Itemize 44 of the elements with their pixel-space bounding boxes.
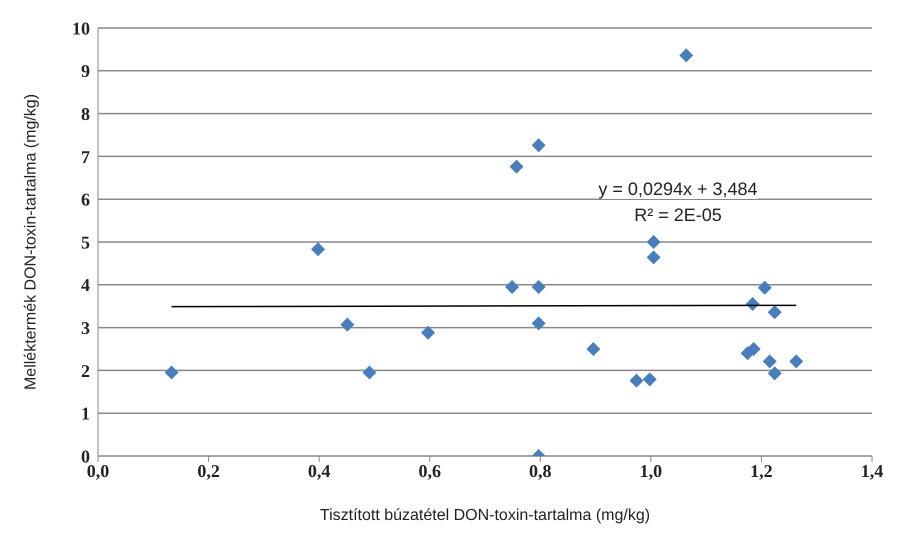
annotation: R² = 2E-05 [634,205,722,225]
y-tick-label: 8 [81,104,90,124]
point [679,48,694,62]
x-tick-label: 0,6 [418,460,441,481]
point [586,342,600,356]
point [421,326,436,340]
point [629,374,644,388]
point [532,316,546,330]
y-tick-label: 4 [81,275,90,296]
point [505,280,520,294]
point [532,138,546,152]
y-tick-label: 10 [72,18,90,38]
point [646,250,661,264]
point [362,366,376,380]
point [762,354,777,368]
annotation: y = 0,0294x + 3,484 [598,179,758,199]
y-tick-label: 9 [81,61,90,82]
x-tick-label: 1,4 [860,460,884,481]
y-tick-label: 3 [81,318,90,338]
point [642,372,657,386]
y-tick-label: 5 [81,232,90,252]
y-tick-label: 7 [81,146,90,167]
y-tick-label: 1 [81,404,90,424]
point [768,305,782,320]
x-tick-label: 0,2 [197,460,220,481]
x-tick-label: 0,8 [529,460,552,481]
x-tick-label: 1,0 [640,460,662,481]
point [758,280,772,295]
y-tick-label: 2 [81,360,90,381]
x-tick-label: 0,4 [308,460,330,481]
point [768,366,782,380]
point [532,280,546,294]
point [789,354,804,368]
x-axis-title: Tisztított búzatétel DON-toxin-tartalma (mg/kg) [320,507,650,524]
y-tick-label: 0 [81,446,90,466]
y-tick-label: 6 [81,190,90,210]
point [746,342,761,356]
point [646,235,661,249]
point [340,318,354,332]
point [311,242,326,256]
y-axis-title: Melléktermék DON-toxin-tartalma (mg/kg) [22,94,40,390]
point [510,160,524,174]
point [164,366,179,380]
x-tick-label: 1,2 [750,460,773,481]
